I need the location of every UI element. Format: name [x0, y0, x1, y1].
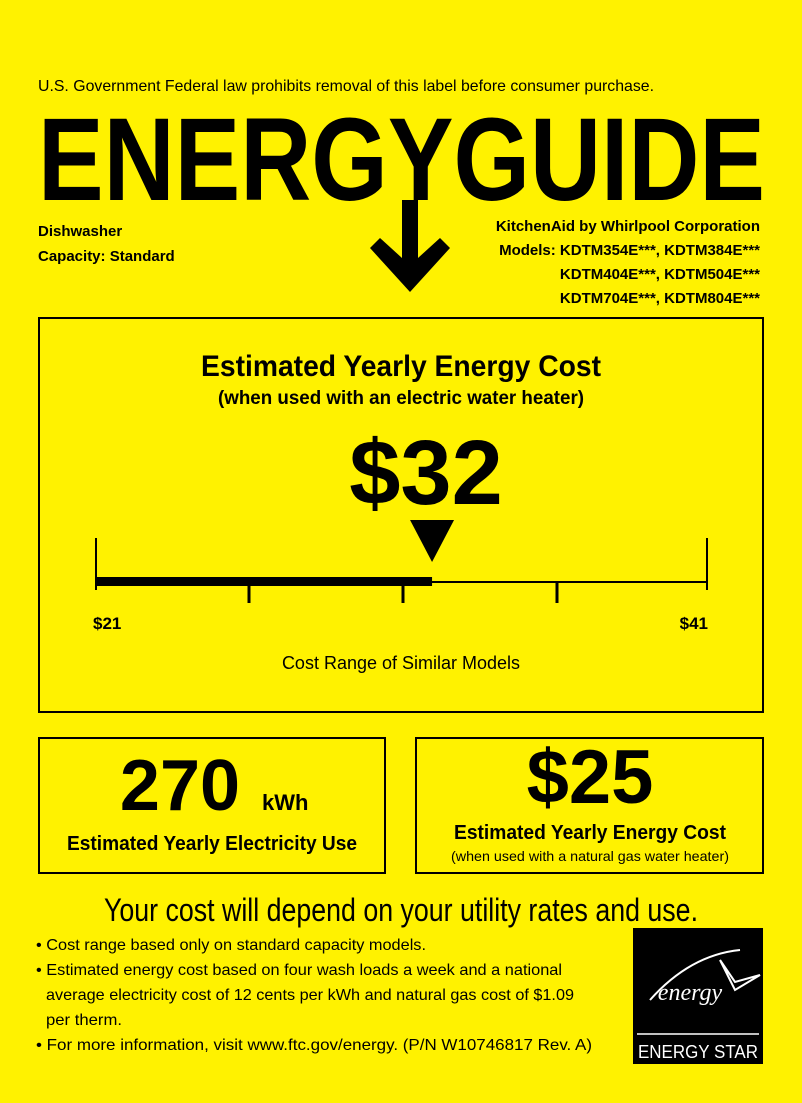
- gas-amount: $25: [527, 735, 654, 820]
- logo: ENERGYGUIDE: [38, 94, 765, 226]
- product-type: Dishwasher: [38, 223, 122, 240]
- bullet: • Cost range based only on standard capa…: [36, 937, 426, 954]
- electricity-box: [38, 737, 386, 874]
- gas-note: (when used with a natural gas water heat…: [451, 848, 729, 864]
- scale-max-label: $41: [680, 614, 708, 633]
- manufacturer: KitchenAid by Whirlpool Corporation: [496, 218, 760, 235]
- bullet: per therm.: [46, 1012, 122, 1029]
- models: KDTM404E***, KDTM504E***: [560, 266, 760, 283]
- electricity-unit: kWh: [262, 790, 308, 815]
- headline: Your cost will depend on your utility ra…: [104, 892, 698, 928]
- logo-arrow: [370, 200, 450, 292]
- models: Models: KDTM354E***, KDTM384E***: [499, 242, 760, 259]
- energy-star-name: ENERGY STAR: [638, 1042, 758, 1062]
- bullet: • For more information, visit www.ftc.go…: [36, 1037, 592, 1054]
- models: KDTM704E***, KDTM804E***: [560, 290, 760, 307]
- energy-star-script: energy: [658, 980, 723, 1006]
- scale-min-label: $21: [93, 614, 121, 633]
- notice: U.S. Government Federal law prohibits re…: [38, 78, 654, 95]
- gas-box: [415, 737, 764, 874]
- bullet: average electricity cost of 12 cents per…: [46, 987, 574, 1004]
- energy-star-swoosh: [649, 949, 761, 1001]
- product-capacity: Capacity: Standard: [38, 248, 175, 265]
- electricity-amount: 270: [120, 746, 240, 826]
- bullet: • Estimated energy cost based on four wa…: [36, 962, 562, 979]
- range-caption: Cost Range of Similar Models: [282, 653, 520, 673]
- estimate-marker: [410, 520, 455, 562]
- main-title: Estimated Yearly Energy Cost: [201, 350, 601, 383]
- electricity-label: Estimated Yearly Electricity Use: [67, 833, 357, 855]
- gas-label: Estimated Yearly Energy Cost: [454, 822, 726, 844]
- estimate-bar: [96, 577, 433, 586]
- main-subtitle: (when used with an electric water heater…: [218, 388, 584, 409]
- estimate-label: $32: [349, 422, 503, 524]
- main-box: [38, 317, 764, 713]
